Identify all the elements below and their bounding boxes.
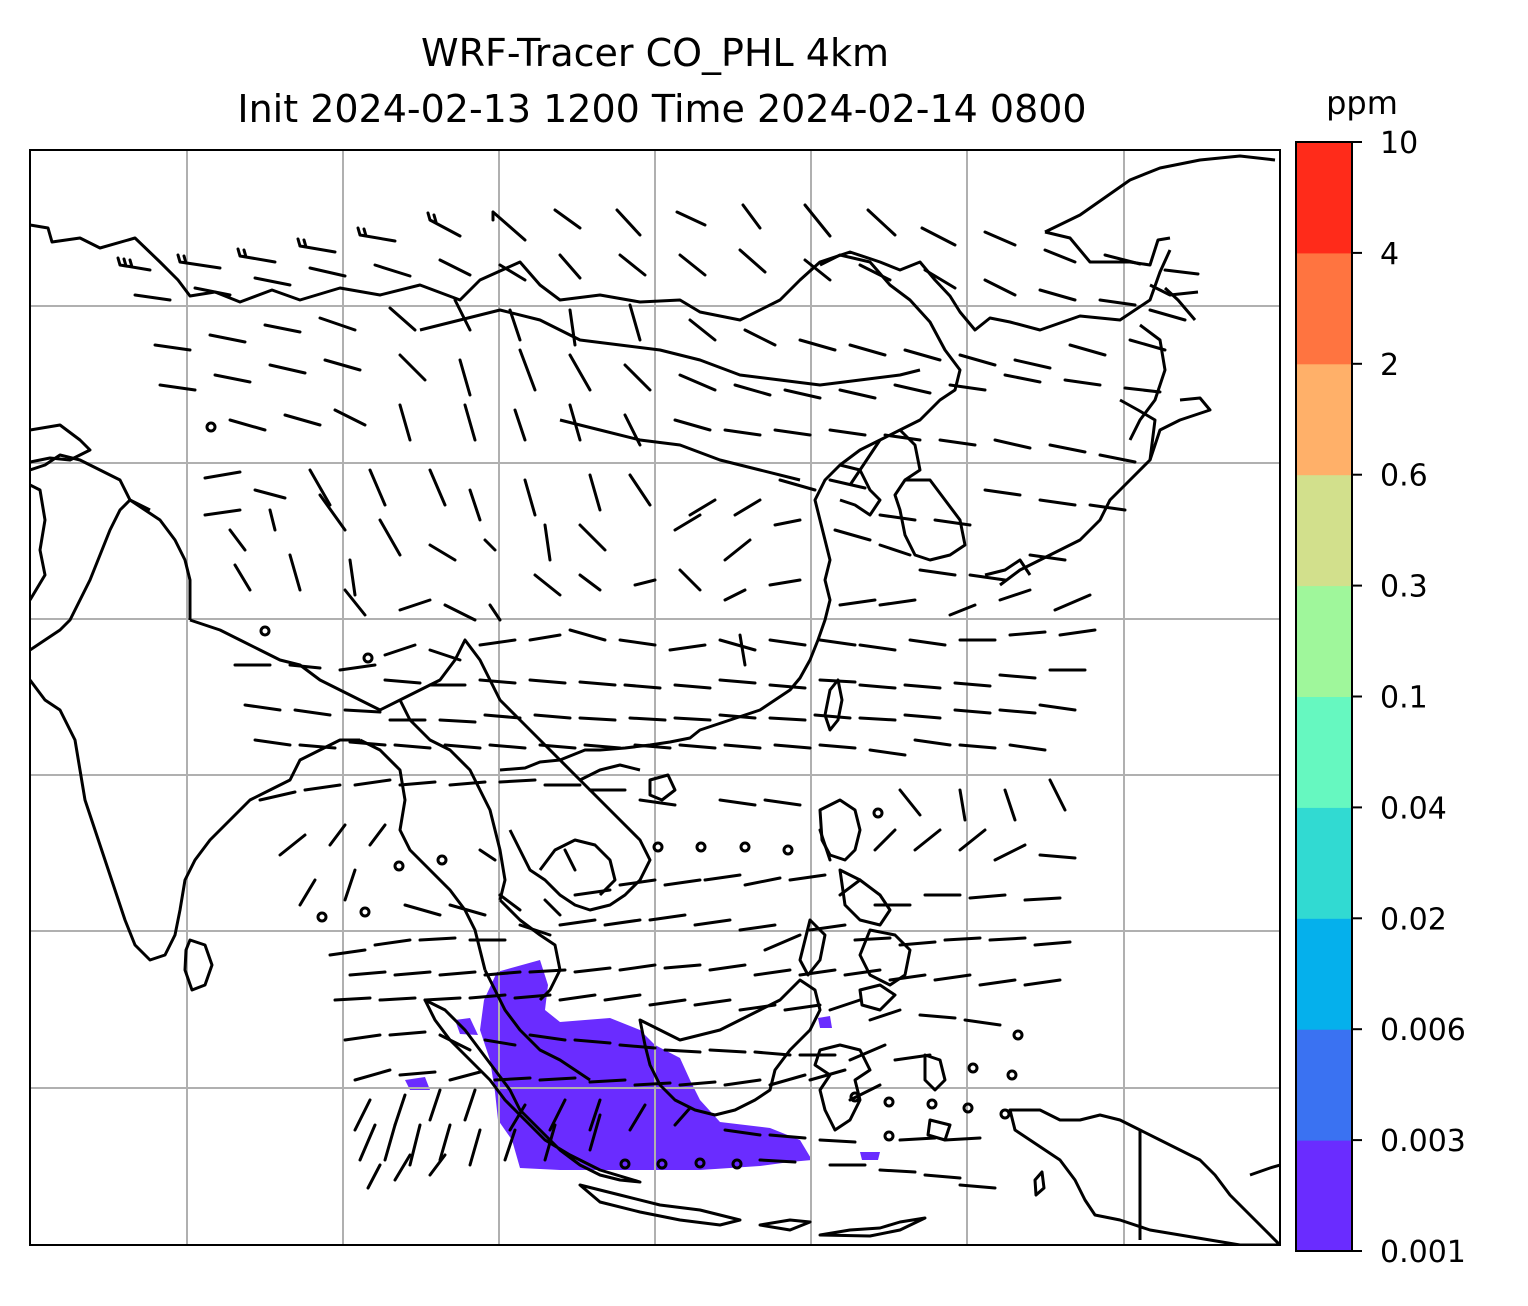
colorbar-tick-label: 4 [1380, 237, 1399, 272]
tracer-plume [480, 960, 812, 1170]
colorbar-segment [1296, 918, 1352, 1030]
title-line-2: Init 2024-02-13 1200 Time 2024-02-14 080… [237, 87, 1086, 131]
title-line-1: WRF-Tracer CO_PHL 4km [421, 31, 889, 75]
colorbar-segment [1296, 142, 1352, 254]
colorbar-segments [1296, 142, 1352, 1252]
colorbar-segment [1296, 585, 1352, 697]
tracer-plume-fragment [860, 1152, 880, 1160]
tracer-plume-fragment [818, 1016, 832, 1028]
colorbar-segment [1296, 252, 1352, 365]
map-panel [30, 150, 1280, 1245]
colorbar-tick-label: 0.6 [1380, 459, 1428, 494]
tracer-plume-fragment [405, 1077, 430, 1090]
colorbar: ppm 0.001 0.003 0.006 0.02 0.04 0.1 0.3 0.6 2 4 10 [1295, 84, 1466, 1270]
colorbar-tick-label: 0.02 [1380, 902, 1447, 937]
colorbar-segment [1296, 1029, 1352, 1141]
gridlines [30, 150, 1280, 1245]
map-frame [29, 149, 1281, 1246]
colorbar-segment [1296, 363, 1352, 476]
colorbar-tick-label: 0.04 [1380, 791, 1447, 826]
colorbar-ticks: 0.001 0.003 0.006 0.02 0.04 0.1 0.3 0.6 2 4 10 [1352, 126, 1466, 1270]
colorbar-tick-label: 0.1 [1380, 681, 1428, 716]
colorbar-tick-label: 0.006 [1380, 1013, 1466, 1048]
tracer-plume-fragment [455, 1018, 478, 1035]
colorbar-tick-label: 0.003 [1380, 1124, 1466, 1159]
colorbar-unit-label: ppm [1326, 84, 1398, 122]
colorbar-tick-label: 10 [1380, 126, 1418, 161]
colorbar-segment [1296, 807, 1352, 919]
colorbar-segment [1296, 1140, 1352, 1252]
colorbar-segment [1296, 474, 1352, 587]
colorbar-tick-label: 0.3 [1380, 570, 1428, 605]
wind-barbs [116, 203, 1200, 1190]
colorbar-tick-label: 2 [1380, 348, 1399, 383]
colorbar-segment [1296, 696, 1352, 808]
colorbar-tick-label: 0.001 [1380, 1235, 1466, 1270]
